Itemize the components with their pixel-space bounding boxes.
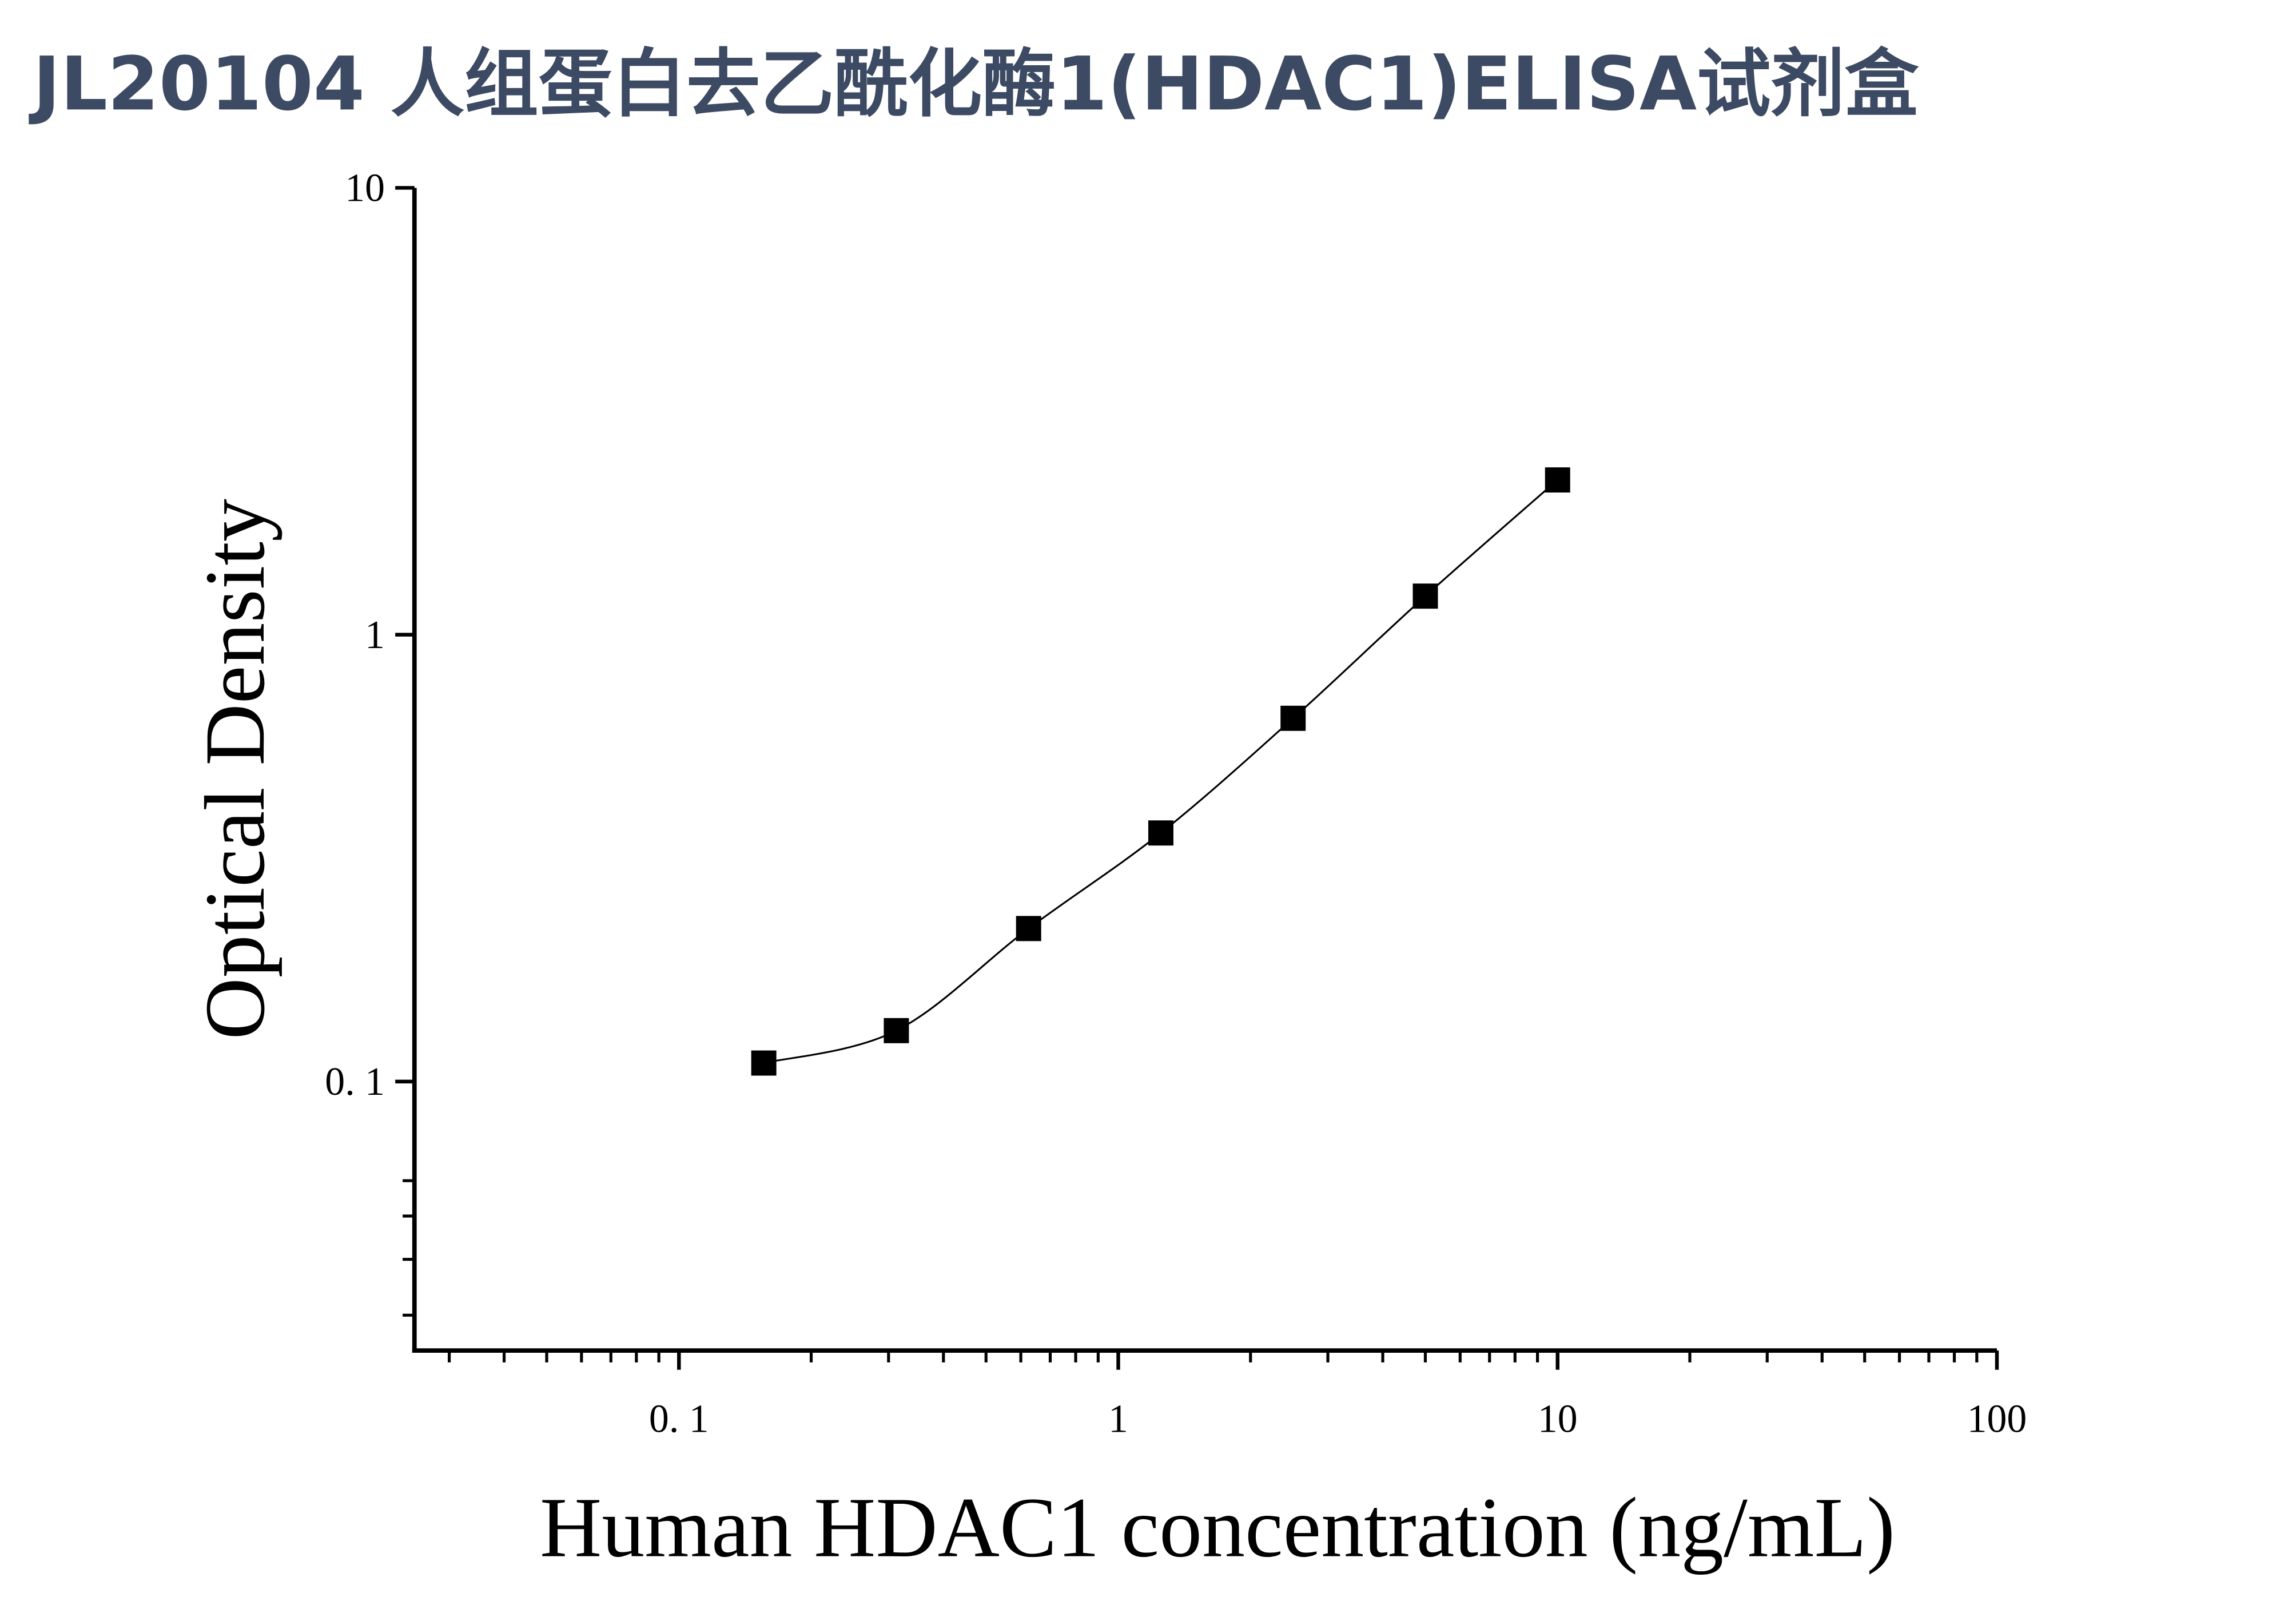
y-tick-label: 1 (365, 613, 385, 657)
point (1412, 583, 1438, 609)
x-tick-label: 10 (1538, 1397, 1578, 1441)
point (1148, 820, 1173, 846)
x-tick-label: 0. 1 (649, 1397, 709, 1441)
y-tick-label: 10 (345, 166, 385, 210)
x-axis-label: Human HDAC1 concentration (ng/mL) (540, 1480, 1895, 1575)
chart-title: JL20104 人组蛋白去乙酰化酶1(HDAC1)ELISA试剂盒 (29, 41, 1919, 127)
point (1280, 705, 1306, 731)
point (1545, 467, 1570, 493)
x-tick-label: 100 (1967, 1397, 2027, 1441)
y-tick-label: 0. 1 (325, 1060, 385, 1104)
point (884, 1018, 909, 1043)
x-tick-label: 1 (1108, 1397, 1128, 1441)
y-axis-label: Optical Density (188, 499, 282, 1040)
point (1016, 916, 1041, 941)
point (751, 1050, 777, 1076)
